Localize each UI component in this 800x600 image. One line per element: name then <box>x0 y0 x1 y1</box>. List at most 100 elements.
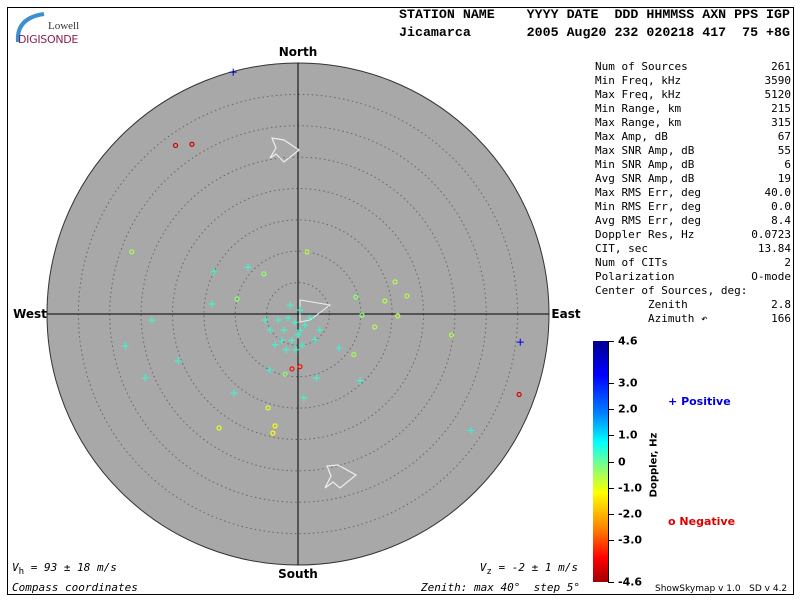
stat-value: 19 <box>777 172 791 185</box>
stat-row: Max Amp, dB 67 <box>595 130 791 144</box>
source-negative <box>234 296 240 302</box>
stat-value: 3590 <box>764 74 792 87</box>
label-east: East <box>551 307 581 321</box>
stat-row: Max SNR Amp, dB 55 <box>595 144 791 158</box>
source-positive <box>266 326 274 334</box>
stat-label: Min SNR Amp, dB <box>595 158 695 171</box>
source-negative <box>270 430 276 436</box>
stat-value: 8.4 <box>771 214 791 227</box>
source-positive <box>335 344 343 352</box>
stat-row: Num of Sources 261 <box>595 60 791 74</box>
label-north: North <box>278 45 318 59</box>
logo: Lowell DIGISONDE <box>10 10 90 50</box>
stat-label: Avg RMS Err, deg <box>595 214 701 227</box>
source-positive <box>298 341 306 349</box>
source-positive <box>292 346 300 354</box>
source-positive <box>280 326 288 334</box>
colorbar-tick <box>608 540 614 542</box>
stat-row: Avg RMS Err, deg 8.4 <box>595 214 791 228</box>
colorbar-tick <box>608 341 614 342</box>
source-negative <box>172 142 179 149</box>
coordinates-note: Compass coordinates <box>12 581 138 594</box>
source-positive <box>306 314 314 322</box>
source-positive <box>356 377 364 385</box>
stat-row: Min SNR Amp, dB 6 <box>595 158 791 172</box>
source-negative <box>404 293 410 299</box>
stat-value: 2 <box>784 256 791 269</box>
stat-value: O-mode <box>751 270 791 283</box>
stat-label: Max Freq, kHz <box>595 88 682 101</box>
source-negative <box>261 271 267 277</box>
legend-negative-label: Negative <box>679 515 736 528</box>
colorbar-tick <box>608 513 614 515</box>
source-positive <box>282 346 290 354</box>
stat-value: 6 <box>784 158 791 171</box>
stat-row: Max Freq, kHz 5120 <box>595 88 791 102</box>
source-positive <box>261 316 269 324</box>
stat-label: Polarization <box>595 270 675 283</box>
stat-value: 40.0 <box>764 186 792 199</box>
logo-lowell: Lowell <box>48 20 80 32</box>
source-positive <box>229 68 237 76</box>
source-negative <box>392 279 398 285</box>
stat-label: Max SNR Amp, dB <box>595 144 695 157</box>
source-positive <box>174 357 182 365</box>
colorbar-tick-label: -3.0 <box>618 533 643 547</box>
colorbar-tick <box>608 435 614 437</box>
source-positive <box>288 336 296 344</box>
stat-row: Min RMS Err, deg 0.0 <box>595 200 791 214</box>
stat-row: Avg SNR Amp, dB 19 <box>595 172 791 186</box>
stat-row: Min Range, km 215 <box>595 102 791 116</box>
version-label: ShowSkymap v 1.0 SD v 4.2 <box>655 584 788 594</box>
source-positive <box>271 341 279 349</box>
source-negative <box>304 249 310 255</box>
stat-value: 13.84 <box>757 242 791 255</box>
stat-row: Min Freq, kHz 3590 <box>595 74 791 88</box>
circle-icon: o <box>668 515 676 528</box>
stat-value: 215 <box>771 102 791 115</box>
stat-label: Max Amp, dB <box>595 130 668 143</box>
drift-arrow-icon <box>269 137 301 163</box>
zenith-note: Zenith: max 40° step 5° <box>421 581 580 594</box>
logo-arc-icon <box>15 12 45 43</box>
drift-arrow-icon <box>324 464 358 489</box>
colorbar-tick <box>608 382 614 384</box>
stat-row: Num of CITs 2 <box>595 256 791 270</box>
vertical-velocity: Vz = -2 ± 1 m/s <box>479 561 578 578</box>
legend-negative: o Negative <box>668 515 735 528</box>
source-positive <box>244 263 252 271</box>
source-positive <box>312 374 320 382</box>
stat-label: Min Freq, kHz <box>595 74 682 87</box>
source-positive <box>230 389 238 397</box>
source-positive <box>141 374 149 382</box>
stat-row: Polarization O-mode <box>595 270 791 284</box>
source-negative <box>359 312 365 318</box>
stat-label: Min RMS Err, deg <box>595 200 701 213</box>
source-positive <box>274 316 282 324</box>
source-negative <box>282 371 288 377</box>
source-negative <box>448 332 455 338</box>
source-positive <box>296 326 304 334</box>
source-negative <box>351 351 357 358</box>
source-positive <box>316 326 324 334</box>
source-positive <box>296 306 304 314</box>
colorbar-tick-label: -2.0 <box>618 507 643 521</box>
stat-row: Max Range, km 315 <box>595 116 791 130</box>
stat-value: 315 <box>771 116 791 129</box>
source-negative <box>395 313 401 319</box>
stat-value: 0.0 <box>771 200 791 213</box>
legend-positive: + Positive <box>668 395 731 408</box>
stat-value: 55 <box>777 144 791 157</box>
frame <box>7 7 794 595</box>
source-positive <box>301 321 309 329</box>
colorbar-tick-label: 2.0 <box>618 402 638 416</box>
stat-row: Doppler Res, Hz 0.0723 <box>595 228 791 242</box>
stat-label: Azimuth ↶ <box>595 312 708 325</box>
stat-row: CIT, sec 13.84 <box>595 242 791 256</box>
source-negative <box>382 298 388 304</box>
colorbar-tick-label: 0 <box>618 455 626 468</box>
colorbar-tick-label: -1.0 <box>618 481 643 495</box>
label-west: West <box>13 307 47 321</box>
stat-label: Center of Sources, deg: <box>595 284 748 297</box>
